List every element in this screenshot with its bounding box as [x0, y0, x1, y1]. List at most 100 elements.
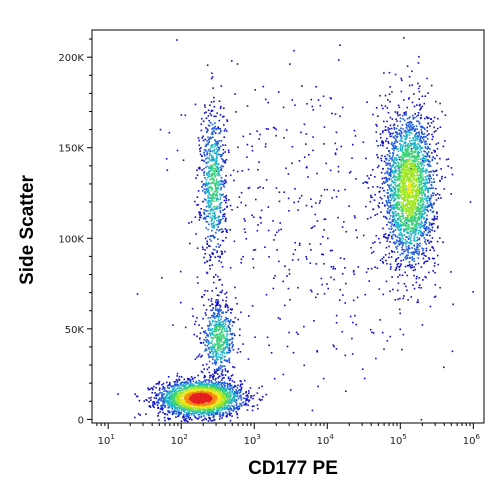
event-point	[214, 139, 216, 141]
event-point	[219, 367, 222, 370]
event-point	[385, 179, 388, 182]
event-point	[383, 194, 386, 197]
event-point	[388, 211, 391, 214]
event-point	[240, 386, 243, 389]
event-point	[204, 185, 207, 187]
event-point	[223, 107, 225, 109]
event-point	[176, 380, 179, 382]
event-point	[407, 223, 410, 226]
event-point	[424, 189, 427, 192]
event-point	[204, 344, 206, 346]
event-point	[422, 182, 424, 185]
event-point	[393, 211, 396, 214]
event-point	[219, 359, 222, 361]
event-point	[226, 352, 228, 355]
event-point	[233, 400, 236, 402]
event-point	[226, 333, 228, 335]
event-point	[214, 217, 216, 220]
event-point	[411, 101, 414, 104]
event-point	[216, 182, 218, 184]
event-point	[171, 397, 173, 399]
event-point	[224, 387, 226, 390]
event-point	[417, 82, 419, 85]
event-point	[211, 150, 214, 153]
event-point	[418, 224, 420, 227]
event-point	[194, 103, 197, 106]
event-point	[400, 242, 402, 245]
event-point	[418, 238, 421, 241]
event-point	[221, 389, 223, 391]
event-point	[402, 224, 404, 226]
event-point	[408, 117, 410, 119]
event-point	[287, 287, 290, 290]
event-point	[422, 126, 424, 128]
event-point	[389, 155, 391, 158]
event-point	[410, 129, 413, 131]
event-point	[419, 136, 422, 138]
event-point	[246, 105, 249, 107]
event-point	[405, 162, 407, 165]
event-point	[404, 238, 407, 241]
event-point	[217, 326, 219, 328]
event-point	[232, 344, 234, 346]
event-point	[407, 131, 409, 134]
event-point	[223, 352, 226, 355]
event-point	[198, 413, 201, 416]
event-point	[221, 328, 223, 331]
event-point	[391, 133, 394, 135]
event-point	[169, 401, 171, 403]
event-point	[161, 388, 164, 390]
event-point	[216, 325, 219, 327]
event-point	[201, 169, 203, 171]
event-point	[231, 415, 233, 417]
event-point	[204, 106, 206, 108]
event-point	[222, 388, 225, 391]
event-point	[391, 193, 393, 195]
event-point	[420, 287, 422, 289]
event-point	[208, 264, 211, 267]
event-point	[417, 202, 420, 205]
event-point	[391, 227, 393, 230]
event-point	[215, 192, 218, 195]
event-point	[408, 261, 411, 263]
event-point	[287, 197, 290, 200]
event-point	[431, 181, 433, 184]
event-point	[391, 206, 393, 209]
event-point	[209, 235, 212, 237]
event-point	[258, 398, 261, 400]
event-point	[396, 212, 398, 215]
event-point	[231, 388, 234, 391]
event-point	[397, 194, 400, 196]
event-point	[417, 301, 419, 303]
event-point	[327, 237, 329, 240]
event-point	[364, 181, 366, 183]
event-point	[426, 154, 429, 157]
event-point	[313, 320, 315, 322]
event-point	[207, 334, 209, 336]
event-point	[282, 280, 284, 283]
event-point	[184, 388, 186, 390]
event-point	[205, 418, 208, 421]
event-point	[226, 386, 229, 388]
event-point	[413, 248, 416, 250]
event-point	[389, 128, 391, 130]
event-point	[231, 404, 233, 407]
event-point	[213, 146, 216, 148]
event-point	[408, 256, 411, 259]
event-point	[294, 104, 296, 106]
event-point	[189, 381, 192, 384]
event-point	[393, 161, 395, 163]
event-point	[399, 120, 402, 123]
event-point	[425, 260, 428, 263]
event-point	[166, 393, 168, 395]
event-point	[187, 413, 190, 416]
event-point	[209, 329, 212, 331]
event-point	[414, 217, 417, 220]
event-point	[221, 239, 224, 242]
event-point	[215, 301, 217, 303]
event-point	[399, 243, 401, 245]
event-point	[230, 375, 233, 377]
event-point	[411, 219, 413, 222]
event-point	[426, 163, 429, 166]
event-point	[194, 385, 196, 387]
